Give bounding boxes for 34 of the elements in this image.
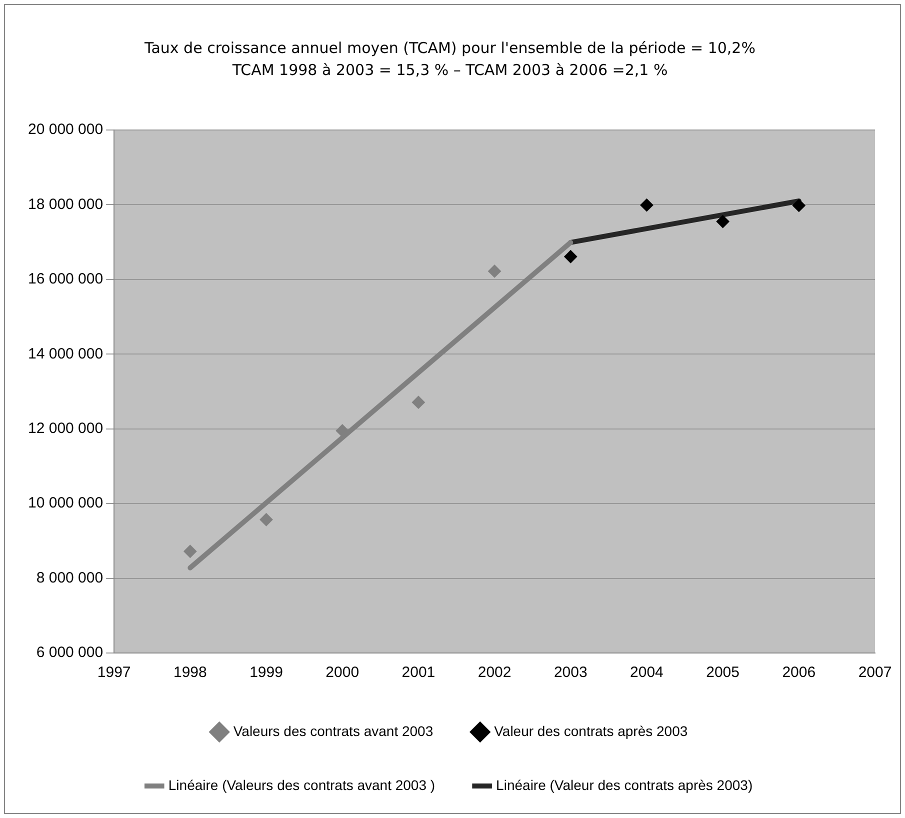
x-tick-label: 2006 — [782, 664, 816, 682]
chart-title: Taux de croissance annuel moyen (TCAM) pour l'ensemble de la période = 10,2% — [144, 38, 756, 57]
legend-label: Linéaire (Valeur des contrats après 2003) — [496, 776, 753, 793]
y-tick-label: 14 000 000 — [28, 345, 104, 362]
point — [792, 198, 806, 212]
y-tick-label: 18 000 000 — [28, 196, 104, 213]
y-tick-label: 6 000 000 — [36, 644, 104, 662]
point — [640, 198, 654, 212]
x-tick-label: 1997 — [97, 664, 131, 682]
point — [564, 250, 578, 264]
x-tick-label: 2001 — [402, 664, 436, 682]
x-tick-label: 2002 — [478, 664, 512, 682]
y-tick-label: 8 000 000 — [36, 569, 104, 586]
x-tick-label: 1998 — [173, 664, 207, 682]
legend-label: Valeurs des contrats avant 2003 — [233, 722, 434, 739]
x-tick-label: 2003 — [554, 664, 588, 682]
point — [412, 396, 425, 409]
point — [716, 215, 730, 228]
x-tick-label: 1999 — [250, 664, 283, 682]
x-tick-label: 2005 — [706, 664, 740, 682]
legend-label: Valeur des contrats après 2003 — [494, 722, 688, 739]
x-tick-label: 2004 — [630, 664, 664, 682]
y-tick-label: 20 000 000 — [28, 121, 104, 138]
x-tick-label: 2007 — [858, 664, 892, 682]
y-tick-label: 12 000 000 — [28, 420, 104, 437]
point — [184, 544, 197, 558]
point — [260, 513, 273, 526]
point — [336, 424, 349, 438]
point — [488, 264, 502, 278]
legend-label: Linéaire (Valeurs des contrats avant 2003 ) — [168, 776, 436, 793]
y-tick-label: 10 000 000 — [28, 494, 104, 512]
x-tick-label: 2000 — [326, 664, 360, 682]
chart-subtitle: TCAM 1998 à 2003 = 15,3 % – TCAM 2003 à 2006 =2,1 % — [231, 60, 668, 79]
y-tick-label: 16 000 000 — [28, 270, 104, 288]
